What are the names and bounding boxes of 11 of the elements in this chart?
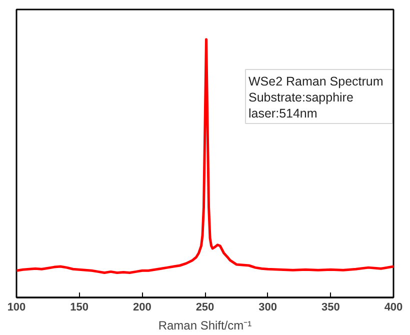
x-tick-label: 300: [258, 302, 278, 314]
x-tick-label: 350: [321, 302, 340, 314]
annotation: laser:514nm: [248, 106, 318, 120]
x-tick-label: 200: [132, 302, 152, 314]
annotation: WSe2 Raman Spectrum: [248, 74, 384, 88]
annotation: Substrate:sapphire: [248, 90, 354, 104]
x-tick-label: 250: [196, 302, 214, 314]
x-tick-label: 150: [70, 302, 89, 314]
x-tick-label: 100: [7, 302, 26, 314]
x-axis-title: Raman Shift/cm⁻¹: [158, 318, 252, 332]
x-tick-label: 400: [384, 302, 403, 314]
